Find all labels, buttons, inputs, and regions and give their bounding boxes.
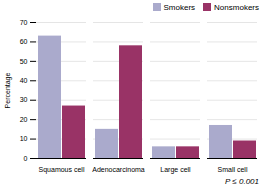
html-text:Nonsmokers: Nonsmokers <box>214 2 259 12</box>
svg-text:Percentage: Percentage <box>4 72 12 108</box>
svg-text:60: 60 <box>20 38 28 45</box>
svg-text:0: 0 <box>24 155 28 162</box>
html-text:Smokers: Smokers <box>163 2 196 12</box>
svg-text:Large cell: Large cell <box>160 166 191 174</box>
svg-text:Squamous cell: Squamous cell <box>39 166 85 174</box>
html-text:P ≤ 0.001: P ≤ 0.001 <box>225 177 259 186</box>
svg-text:10: 10 <box>20 135 28 142</box>
svg-text:40: 40 <box>20 77 28 84</box>
svg-text:30: 30 <box>20 96 28 103</box>
svg-text:Adenocarcinoma: Adenocarcinoma <box>92 166 145 173</box>
svg-text:70: 70 <box>20 19 28 26</box>
svg-text:Small cell: Small cell <box>218 166 248 173</box>
svg-text:20: 20 <box>20 116 28 123</box>
svg-text:50: 50 <box>20 58 28 65</box>
